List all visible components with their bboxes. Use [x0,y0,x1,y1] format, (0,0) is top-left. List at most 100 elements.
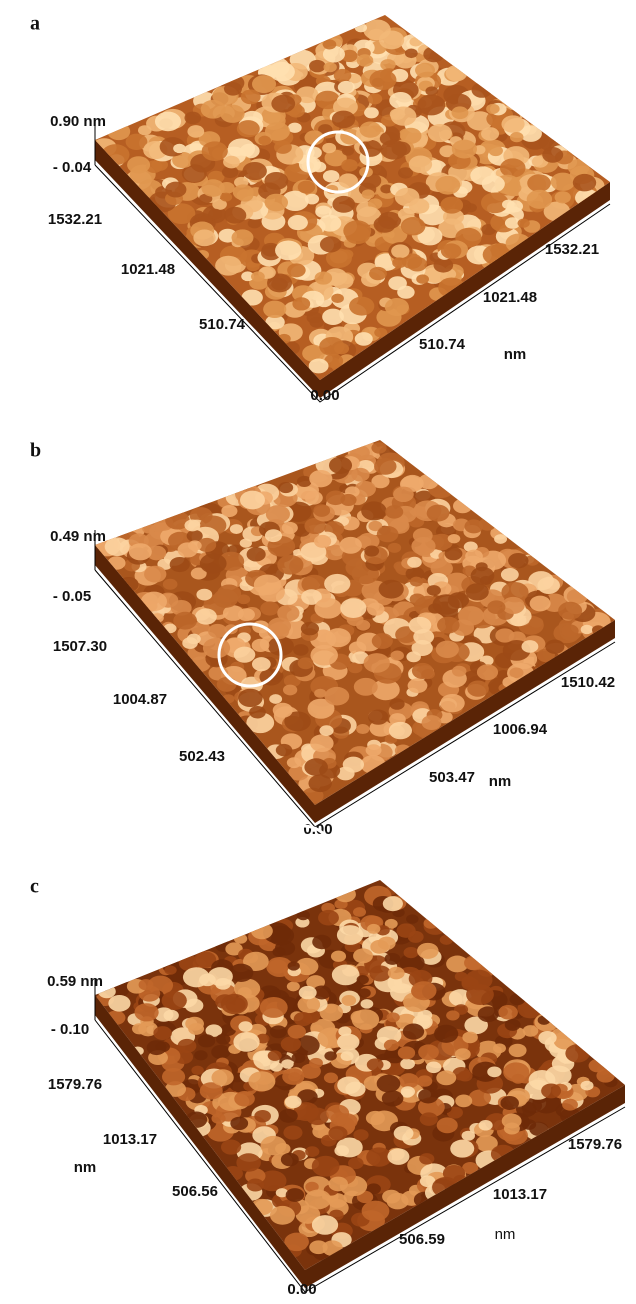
grain [466,984,494,1005]
grain [498,1005,517,1020]
grain [305,1190,331,1210]
grain [274,141,292,154]
grain [224,207,246,224]
grain [487,1066,501,1077]
grain [362,1201,390,1222]
grain [162,1068,185,1085]
grain [340,598,366,618]
x-axis-label: 503.47 [429,769,475,786]
grain [411,981,436,1000]
grain [472,82,493,97]
grain [268,959,287,973]
grain [507,200,523,212]
grain [275,240,301,260]
grain [400,128,421,144]
grain [368,710,388,725]
axis-unit: nm [489,773,512,790]
grain [221,505,237,517]
grain [410,593,425,605]
grain [415,63,435,78]
grain [364,107,379,118]
grain [314,535,331,548]
grain [320,236,342,252]
grain [326,491,345,506]
grain [217,677,237,692]
grain [315,206,331,218]
grain [211,1045,230,1059]
grain [382,1090,404,1106]
grain [419,1153,434,1164]
grain [367,1058,384,1071]
grain [420,1112,438,1126]
grain [508,553,528,568]
grain [254,1110,271,1122]
grain [510,993,526,1005]
grain [476,562,488,571]
grain [312,1215,338,1235]
grain [446,65,468,81]
grain [529,617,543,628]
grain [379,580,404,599]
grain [464,519,483,533]
grain [390,651,403,661]
grain [377,1075,401,1093]
grain [309,470,332,487]
grain [361,501,386,520]
grain [360,122,382,138]
grain [188,540,202,550]
grain [281,1153,299,1166]
grain [455,972,468,982]
grain [355,23,367,32]
grain [396,923,415,937]
grain [353,948,373,963]
grain [162,991,187,1010]
grain [479,1120,493,1131]
y-axis-label: 502.43 [179,748,225,765]
grain [500,158,526,177]
grain [388,967,405,980]
y-axis-label: 1507.30 [53,638,107,655]
grain [448,534,461,543]
grain [356,724,369,734]
grain [230,524,243,534]
grain [147,1040,167,1055]
z-axis-label: - 0.04 [53,159,92,176]
grain [211,1113,225,1124]
grain [328,1126,347,1140]
grain [251,271,265,281]
grain [265,194,288,212]
grain [334,69,352,82]
grain [337,1034,359,1051]
grain [265,529,282,542]
grain [252,639,270,652]
grain [288,1072,300,1081]
grain [455,1094,472,1107]
grain [425,86,438,96]
grain [372,633,393,649]
grain [247,547,266,561]
grain [354,678,378,696]
axis-unit: nm [504,346,527,363]
y-axis-label: 506.56 [172,1183,218,1200]
grain [369,70,396,90]
grain [292,297,310,310]
grain [139,979,154,990]
grain [332,965,360,986]
grain [341,159,358,171]
grain [387,1012,400,1022]
grain [324,62,337,72]
grain [310,317,324,328]
grain [312,935,331,949]
grain [428,124,452,142]
grain [164,966,176,975]
grain [452,666,467,677]
grain [437,617,460,634]
grain [352,1009,380,1030]
grain [221,1140,241,1155]
grain [294,1012,313,1026]
grain [153,1026,171,1040]
grain [466,583,489,600]
grain [361,999,374,1009]
grain [191,1066,204,1075]
grain [398,1046,415,1059]
